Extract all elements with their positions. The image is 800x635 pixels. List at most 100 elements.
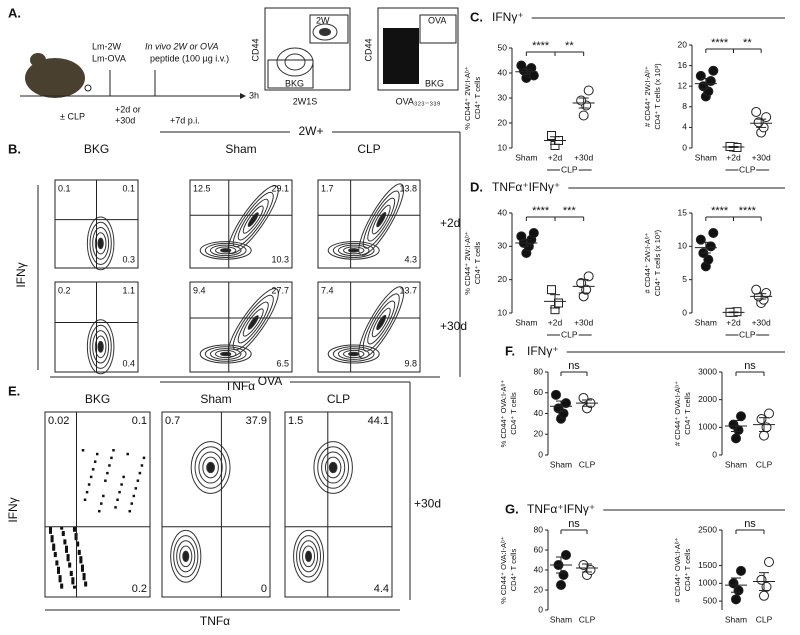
- contour: [376, 211, 387, 228]
- significance-label: ****: [739, 205, 757, 217]
- data-point: [516, 60, 527, 71]
- event: [68, 564, 72, 568]
- data-point: [695, 70, 706, 81]
- event: [102, 494, 105, 498]
- y-axis-label: # CD44⁺ OVA:I-Aᵇ⁺: [673, 381, 682, 446]
- quadrant-value: 0.1: [122, 183, 135, 193]
- event: [122, 475, 125, 479]
- y-axis-label: CD4⁺ T cells: [473, 77, 482, 120]
- contour: [242, 308, 264, 337]
- group-label: CLP: [739, 329, 756, 339]
- contour: [237, 198, 269, 241]
- row-label: +30d: [414, 497, 441, 511]
- challenge: +7d p.i.: [170, 115, 200, 125]
- contour: [89, 221, 112, 265]
- flow-plot: [189, 179, 293, 269]
- contour: [332, 346, 375, 362]
- x-tick-label: Sham: [695, 317, 717, 327]
- event: [66, 558, 70, 562]
- x-tick-label: +30d: [574, 152, 593, 162]
- quadrant-value: 4.4: [374, 583, 389, 595]
- quadrant-value: 4.3: [404, 254, 417, 264]
- data-point: [731, 433, 741, 444]
- schematic: [20, 53, 246, 99]
- peptide: peptide (100 µg i.v.): [150, 53, 229, 63]
- event: [118, 490, 121, 494]
- x-tick-label: Sham: [550, 459, 572, 469]
- y-tick-label: 2500: [698, 524, 717, 534]
- y-tick-label: 0: [682, 142, 687, 152]
- event: [142, 456, 146, 460]
- panel-label: A.: [8, 5, 21, 20]
- data-point: [759, 430, 769, 441]
- y-tick-label: 1000: [698, 422, 717, 432]
- quadrant-value: 37.9: [246, 415, 267, 427]
- contour: [343, 246, 365, 255]
- data-point: [556, 580, 566, 590]
- y-tick-label: 8: [682, 101, 687, 111]
- y-axis-label: % CD44⁺ OVA:I-Aᵇ⁺: [499, 380, 508, 448]
- contour: [337, 348, 370, 360]
- contour: [313, 441, 353, 494]
- harvest: 3h: [249, 90, 259, 100]
- contour: [209, 244, 242, 257]
- contour: [202, 456, 219, 479]
- data-point: [751, 284, 762, 295]
- event: [79, 560, 83, 564]
- y-tick-label: 20: [534, 429, 544, 439]
- contour: [293, 529, 325, 583]
- event: [61, 533, 65, 537]
- group-label: OVA: [258, 374, 282, 388]
- x-axis-label: TNFα: [200, 614, 230, 628]
- contour: [194, 446, 227, 489]
- significance-label: ****: [711, 37, 729, 49]
- y-tick-label: 30: [498, 92, 508, 102]
- quadrant-value: 1.1: [122, 285, 135, 295]
- y-tick-label: 10: [498, 307, 508, 317]
- contour: [312, 23, 338, 41]
- event: [60, 526, 64, 530]
- contour: [182, 550, 190, 562]
- y-tick-label: 10: [678, 241, 688, 251]
- event: [55, 562, 59, 566]
- contour: [170, 529, 202, 583]
- quadrant-value: 12.5: [193, 183, 211, 193]
- data-point: [731, 594, 741, 605]
- event: [91, 468, 95, 471]
- y-tick-label: 80: [534, 524, 544, 534]
- x-tick-label: +2d: [548, 317, 563, 327]
- contour: [199, 241, 252, 260]
- event: [72, 526, 76, 530]
- data-point: [736, 411, 746, 422]
- axis-label: CD44: [250, 38, 260, 61]
- data-point: [578, 110, 589, 121]
- timing: +30d: [115, 115, 135, 125]
- contour: [209, 348, 242, 360]
- quadrant-value: 13.7: [399, 285, 417, 295]
- treatment: ± CLP: [60, 111, 85, 121]
- event: [138, 471, 142, 475]
- quadrant-value: 9.8: [404, 358, 417, 368]
- y-tick-label: 60: [534, 544, 544, 554]
- event: [81, 449, 85, 452]
- contour: [332, 242, 375, 258]
- event: [58, 579, 62, 583]
- significance-label: ns: [744, 518, 756, 530]
- y-tick-label: 2000: [698, 394, 717, 404]
- event: [82, 577, 86, 581]
- event: [71, 579, 75, 583]
- x-tick-label: Sham: [725, 614, 747, 624]
- y-axis-label: # CD44⁺ 2W:I-Aᵇ⁺: [643, 232, 652, 293]
- gate: [419, 14, 457, 44]
- event: [56, 566, 60, 570]
- quadrant-value: 9.4: [193, 285, 206, 295]
- data-point: [736, 565, 746, 576]
- event: [83, 498, 87, 502]
- event: [77, 549, 81, 553]
- flow-plot: [44, 411, 151, 598]
- significance-label: ****: [711, 205, 729, 217]
- event: [56, 570, 60, 574]
- event: [56, 568, 60, 572]
- contour: [284, 53, 306, 71]
- event: [61, 530, 65, 534]
